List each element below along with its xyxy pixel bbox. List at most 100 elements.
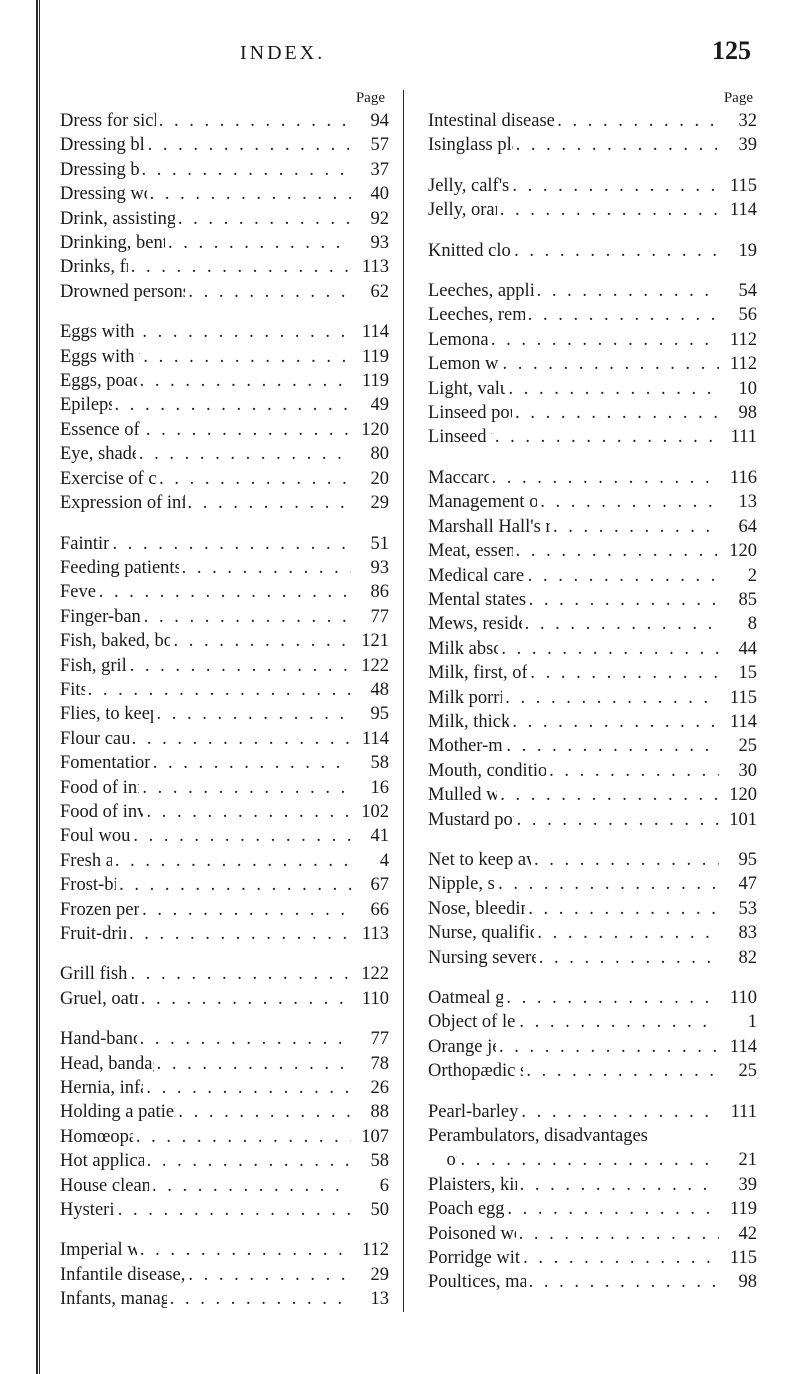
index-entry-page: 6	[351, 1174, 389, 1198]
index-entry-page: 110	[351, 987, 389, 1011]
index-entry-leader: . . . . . . . . . . . . . . . . . . . .	[518, 1100, 719, 1124]
index-entry-page: 122	[351, 962, 389, 986]
index-entry-page: 39	[719, 1173, 757, 1197]
index-entry-label: Management of children	[428, 490, 537, 514]
index-entry: Fish, grilled. . . . . . . . . . . . . .…	[60, 654, 389, 678]
index-entry-label: Milk, thickened	[428, 710, 509, 734]
index-entry: Imperial water. . . . . . . . . . . . . …	[60, 1238, 389, 1262]
index-entry-page: 13	[719, 490, 757, 514]
index-entry-page: 107	[351, 1125, 389, 1149]
index-entry-page: 47	[719, 872, 757, 896]
group-gap	[428, 158, 757, 174]
index-entry-page: 93	[351, 231, 389, 255]
index-entry: Poach eggs, to. . . . . . . . . . . . . …	[428, 1197, 757, 1221]
index-entry: Food of infants. . . . . . . . . . . . .…	[60, 776, 389, 800]
index-entry-leader: . . . . . . . . . . . . . . . . . . . .	[496, 1035, 719, 1059]
index-columns: Page Dress for sick-room. . . . . . . . …	[60, 90, 757, 1312]
index-entry-page: 25	[719, 734, 757, 758]
index-entry: Mouth, condition of infant's. . . . . . …	[428, 759, 757, 783]
index-entry-leader: . . . . . . . . . . . . . . . . . . . .	[497, 198, 719, 222]
index-entry-label: Holding a patient, mode of	[60, 1100, 175, 1124]
index-entry-page: 114	[719, 198, 757, 222]
index-entry: Nursing severe sickness. . . . . . . . .…	[428, 946, 757, 970]
index-entry: Fever. . . . . . . . . . . . . . . . . .…	[60, 580, 389, 604]
index-entry: Fomentations, dry. . . . . . . . . . . .…	[60, 751, 389, 775]
index-entry-page: 98	[719, 401, 757, 425]
index-entry-leader: . . . . . . . . . . . . . . . . . . . .	[165, 231, 351, 255]
index-entry-page: 116	[719, 466, 757, 490]
index-entry-label: Marshall Hall's ready method	[428, 515, 550, 539]
index-entry-page: 102	[351, 800, 389, 824]
index-entry-label: Jelly, orange	[428, 198, 497, 222]
index-entry-page: 112	[719, 328, 757, 352]
index-entry-leader: . . . . . . . . . . . . . . . . . . . .	[495, 872, 719, 896]
index-entry-leader: . . . . . . . . . . . . . . . . . . . .	[139, 158, 351, 182]
index-entry-label: Fresh air	[60, 849, 112, 873]
index-entry: Milk abscess. . . . . . . . . . . . . . …	[428, 637, 757, 661]
index-entry-page: 50	[351, 1198, 389, 1222]
index-entry-label: Leeches, removal of	[428, 303, 525, 327]
index-entry: Eggs, poached. . . . . . . . . . . . . .…	[60, 369, 389, 393]
index-entry: Mustard poultice. . . . . . . . . . . . …	[428, 808, 757, 832]
group-gap	[428, 970, 757, 986]
index-entry-label: Mews, residence in	[428, 612, 522, 636]
index-entry-leader: . . . . . . . . . . . . . . . . . . . .	[523, 1059, 719, 1083]
index-entry-label: Eggs, poached	[60, 369, 137, 393]
index-entry-leader: . . . . . . . . . . . . . . . . . . . .	[499, 352, 719, 376]
index-entry-label: Drinking, bent tube for	[60, 231, 165, 255]
index-entry: Grill fish, to. . . . . . . . . . . . . …	[60, 962, 389, 986]
index-entry-leader: . . . . . . . . . . . . . . . . . . . .	[140, 345, 351, 369]
running-head: INDEX.	[240, 42, 325, 65]
index-entry-label: Fits	[60, 678, 85, 702]
index-entry-label: Poach eggs, to	[428, 1197, 504, 1221]
index-entry-page: 4	[351, 849, 389, 873]
index-entry-leader: . . . . . . . . . . . . . . . . . . . .	[525, 303, 719, 327]
index-entry-label: Linseed tea	[428, 425, 492, 449]
index-entry-leader: . . . . . . . . . . . . . . . . . . . .	[497, 783, 719, 807]
index-entry-leader: . . . . . . . . . . . . . . . . . . . .	[509, 174, 719, 198]
index-entry: Finger-bandage. . . . . . . . . . . . . …	[60, 605, 389, 629]
index-entry-label: Knitted clothing	[428, 239, 511, 263]
index-entry-label: Hysterics	[60, 1198, 115, 1222]
index-entry-page: 94	[351, 109, 389, 133]
index-entry-label: Feeding patients with spoon	[60, 556, 179, 580]
index-entry: Net to keep away flies. . . . . . . . . …	[428, 848, 757, 872]
index-entry: Eggs with milk. . . . . . . . . . . . . …	[60, 320, 389, 344]
index-entry-leader: . . . . . . . . . . . . . . . . . . . .	[141, 605, 351, 629]
index-entry-page: 8	[719, 612, 757, 636]
index-entry: Fits. . . . . . . . . . . . . . . . . . …	[60, 678, 389, 702]
index-entry-page: 110	[719, 986, 757, 1010]
index-entry-leader: . . . . . . . . . . . . . . . . . . . .	[525, 897, 719, 921]
index-entry-leader: . . . . . . . . . . . . . . . . . . . .	[115, 1198, 351, 1222]
index-entry-page: 44	[719, 637, 757, 661]
index-column-right: Page Intestinal disease, symptoms of. . …	[424, 90, 757, 1312]
group-gap	[60, 1222, 389, 1238]
index-entry-leader: . . . . . . . . . . . . . . . . . . . .	[156, 467, 351, 491]
group-gap	[428, 832, 757, 848]
index-entry-label: Lemonade	[428, 328, 488, 352]
index-entry-label: of	[428, 1148, 457, 1172]
index-entry-label: Imperial water	[60, 1238, 137, 1262]
index-entry: Orange jelly. . . . . . . . . . . . . . …	[428, 1035, 757, 1059]
index-entry-leader: . . . . . . . . . . . . . . . . . . . .	[133, 1125, 351, 1149]
index-entry-page: 1	[719, 1010, 757, 1034]
index-entry-label: Expression of infantile disease	[60, 491, 185, 515]
index-entry-page: 119	[351, 369, 389, 393]
index-entry: Mental states of sick. . . . . . . . . .…	[428, 588, 757, 612]
index-entry-leader: . . . . . . . . . . . . . . . . . . . .	[534, 921, 719, 945]
index-entry: Drowned persons, treatment of. . . . . .…	[60, 280, 389, 304]
index-entry-page: 30	[719, 759, 757, 783]
index-entry: Nose, bleeding from. . . . . . . . . . .…	[428, 897, 757, 921]
index-entry-label: Food of invalids	[60, 800, 143, 824]
index-entry-label: Object of lectures	[428, 1010, 516, 1034]
index-entry: Lemonade. . . . . . . . . . . . . . . . …	[428, 328, 757, 352]
index-entry-page: 120	[719, 783, 757, 807]
index-entry-leader: . . . . . . . . . . . . . . . . . . . .	[138, 987, 351, 1011]
index-entry-leader: . . . . . . . . . . . . . . . . . . . .	[112, 849, 351, 873]
index-entry-leader: . . . . . . . . . . . . . . . . . . . .	[492, 425, 719, 449]
index-entry-page: 111	[719, 1100, 757, 1124]
index-entry-page: 86	[351, 580, 389, 604]
index-entry-leader: . . . . . . . . . . . . . . . . . . . .	[129, 727, 351, 751]
index-entry-leader: . . . . . . . . . . . . . . . . . . . .	[516, 1010, 719, 1034]
index-entry-leader: . . . . . . . . . . . . . . . . . . . .	[126, 922, 351, 946]
